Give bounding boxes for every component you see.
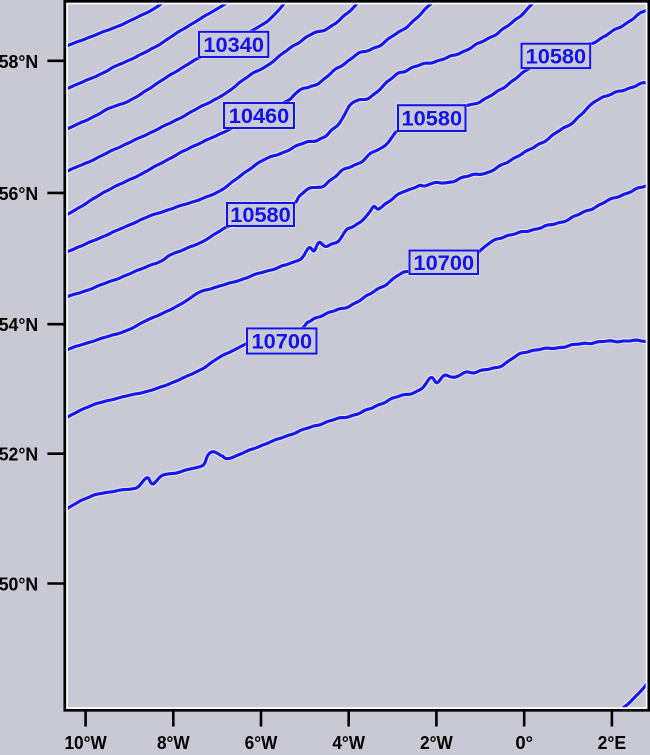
svg-text:10700: 10700: [252, 330, 313, 354]
svg-text:2°E: 2°E: [598, 732, 627, 750]
svg-text:58°N: 58°N: [0, 51, 38, 72]
svg-text:0°: 0°: [515, 732, 533, 750]
svg-text:10700: 10700: [414, 251, 475, 275]
svg-text:56°N: 56°N: [0, 183, 38, 204]
svg-text:10580: 10580: [402, 107, 463, 131]
svg-text:10340: 10340: [203, 33, 264, 57]
svg-text:6°W: 6°W: [245, 732, 278, 750]
svg-text:8°W: 8°W: [157, 732, 190, 750]
svg-text:10580: 10580: [230, 203, 291, 227]
svg-text:10460: 10460: [229, 104, 290, 128]
svg-text:4°W: 4°W: [332, 732, 365, 750]
svg-text:10580: 10580: [526, 44, 587, 68]
svg-text:10°W: 10°W: [64, 732, 107, 750]
svg-text:52°N: 52°N: [0, 444, 38, 465]
svg-text:54°N: 54°N: [0, 314, 38, 335]
svg-text:50°N: 50°N: [0, 574, 38, 595]
svg-text:2°W: 2°W: [420, 732, 453, 750]
